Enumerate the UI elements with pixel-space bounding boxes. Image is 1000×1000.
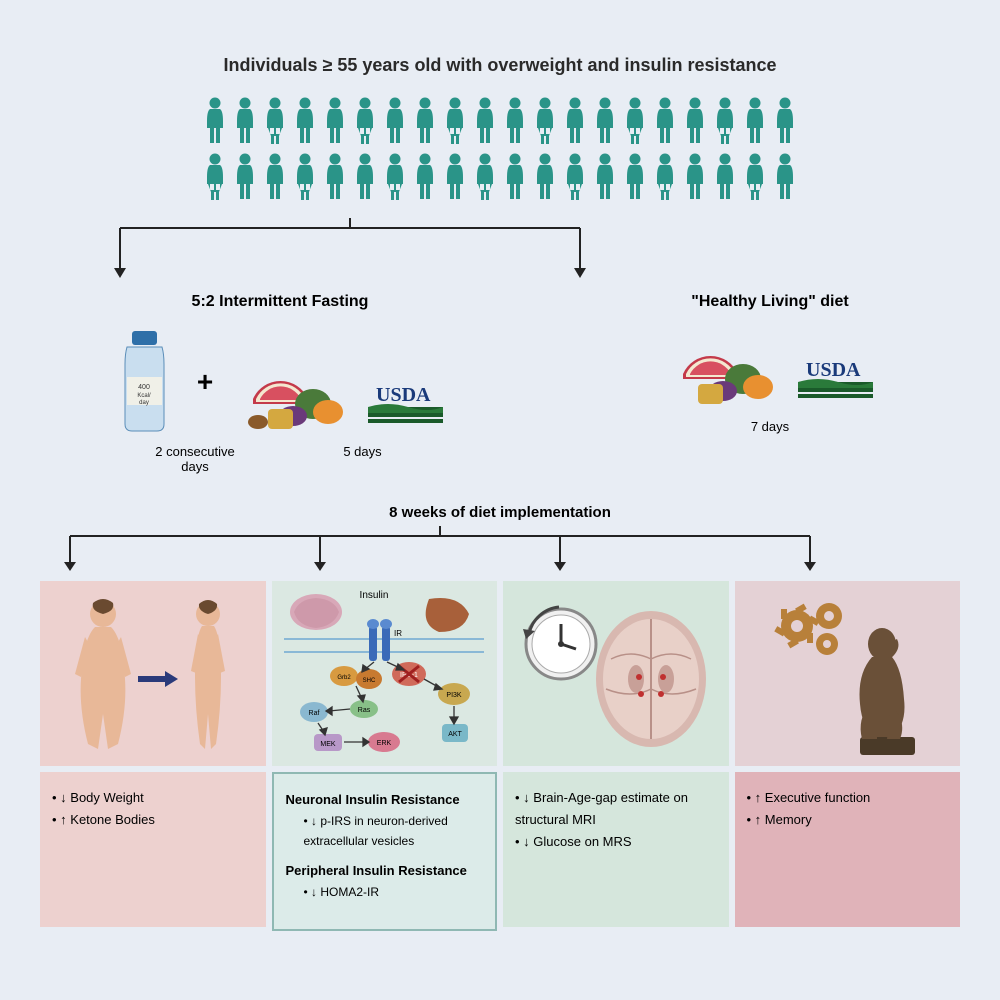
svg-text:MEK: MEK [321,741,337,748]
svg-text:Raf: Raf [309,710,320,717]
duration-label: 8 weeks of diet implementation [0,504,1000,521]
four-arrows [0,526,880,576]
outcome-brain: ↓ Brain-Age-gap estimate on structural M… [503,581,729,931]
usda-logo-right: USDA [798,354,873,409]
fasting-arm: 5:2 Intermittent Fasting 400 Kcal/ day + [80,293,480,474]
outcomes-grid: ↓ Body Weight↑ Ketone Bodies Insulin [40,581,960,931]
svg-text:SHC: SHC [363,678,376,684]
plus-sign: + [197,366,213,398]
bottle-icon: 400 Kcal/ day [117,329,172,434]
svg-text:Insulin: Insulin [360,590,389,601]
svg-text:Kcal/: Kcal/ [137,393,151,399]
label-7days: 7 days [680,419,860,434]
outcome-body: ↓ Body Weight↑ Ketone Bodies [40,581,266,931]
thinker-image [735,581,961,766]
fruits-icon [238,354,348,434]
diet-arms-row: 5:2 Intermittent Fasting 400 Kcal/ day + [80,293,920,474]
body-weight-text: ↓ Body Weight↑ Ketone Bodies [40,772,266,927]
usda-logo-left: USDA [368,379,443,434]
svg-text:USDA: USDA [806,359,861,381]
svg-text:400: 400 [138,384,150,391]
svg-text:AKT: AKT [448,731,462,738]
label-2days: 2 consecutive days [143,444,248,474]
insulin-text: Neuronal Insulin Resistance • ↓ p-IRS in… [272,772,498,931]
population-icons [190,96,810,202]
svg-text:USDA: USDA [376,384,431,406]
fruits-icon-right [668,329,778,409]
outcome-insulin: Insulin IR IRS-1 [272,581,498,931]
svg-text:PI3K: PI3K [447,692,463,699]
svg-text:Grb2: Grb2 [338,675,352,681]
cognition-text: ↑ Executive function↑ Memory [735,772,961,927]
study-title: Individuals ≥ 55 years old with overweig… [0,0,1000,76]
svg-text:day: day [139,400,149,406]
fasting-title: 5:2 Intermittent Fasting [80,293,480,311]
svg-text:ERK: ERK [377,740,392,747]
brain-mri-image [503,581,729,766]
svg-text:Ras: Ras [358,707,371,714]
healthy-living-arm: "Healthy Living" diet USDA 7 days [620,293,920,474]
insulin-pathway-image: Insulin IR IRS-1 [272,581,498,766]
body-weight-image [40,581,266,766]
brain-text: ↓ Brain-Age-gap estimate on structural M… [503,772,729,927]
svg-text:IR: IR [394,629,402,638]
split-arrows [0,218,700,288]
label-5days: 5 days [308,444,418,474]
healthy-title: "Healthy Living" diet [620,293,920,311]
outcome-cognition: ↑ Executive function↑ Memory [735,581,961,931]
